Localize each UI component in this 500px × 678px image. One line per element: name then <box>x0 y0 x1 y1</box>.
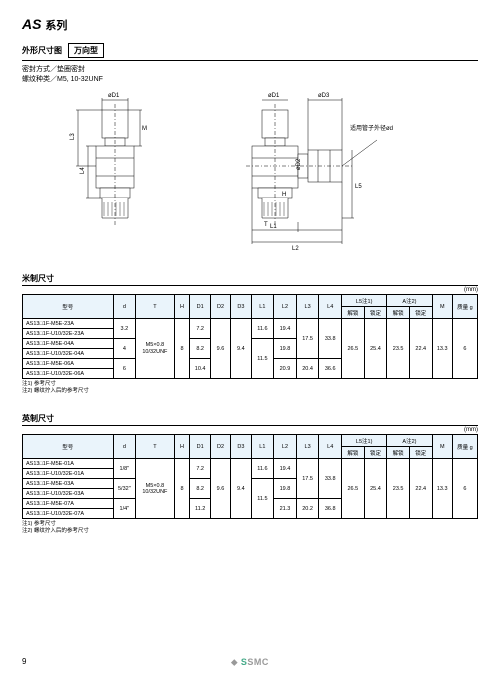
svg-text:L3: L3 <box>70 133 76 140</box>
metric-unit: (mm) <box>22 287 478 293</box>
series-suffix: 系列 <box>45 20 67 32</box>
seal-line: 密封方式／垫圈密封 <box>22 64 478 74</box>
thread-line: 螺纹种类／M5, 10-32UNF <box>22 74 478 84</box>
inch-title: 英制尺寸 <box>22 413 478 424</box>
divider <box>22 425 478 426</box>
svg-text:øD1: øD1 <box>108 93 120 99</box>
metric-note1: 注1) 参考尺寸 <box>22 381 478 388</box>
svg-text:øD3: øD3 <box>318 93 330 99</box>
series-code: AS <box>22 16 41 32</box>
inch-note1: 注1) 参考尺寸 <box>22 521 478 528</box>
svg-text:H: H <box>282 192 286 198</box>
svg-text:L4: L4 <box>80 167 86 174</box>
inch-table: 型号dTHD1D2D3L1L2L3L4L5注1)A注2)M质量 g解锁锁定解锁锁… <box>22 434 478 519</box>
technical-drawing: L4 L3 M øD1 <box>22 90 478 265</box>
section-header: 外形尺寸图 万向型 <box>22 43 478 58</box>
inch-note2: 注2) 螺纹拧入后的参考尺寸 <box>22 528 478 535</box>
divider <box>22 285 478 286</box>
divider <box>22 60 478 61</box>
series-title: AS 系列 <box>22 16 478 33</box>
svg-text:øD2: øD2 <box>296 158 302 170</box>
svg-text:øD1: øD1 <box>268 93 280 99</box>
svg-text:L2: L2 <box>292 246 299 252</box>
drawing-svg: L4 L3 M øD1 <box>22 90 478 265</box>
section-prefix: 外形尺寸图 <box>22 45 62 56</box>
svg-text:M: M <box>142 126 147 132</box>
metric-note2: 注2) 螺纹拧入后的参考尺寸 <box>22 388 478 395</box>
svg-text:L1: L1 <box>270 224 277 230</box>
inch-unit: (mm) <box>22 427 478 433</box>
metric-table: 型号dTHD1D2D3L1L2L3L4L5注1)A注2)M质量 g解锁锁定解锁锁… <box>22 294 478 379</box>
logo: ⬥ SSMCSMC <box>231 657 269 668</box>
page-number: 9 <box>22 657 26 666</box>
metric-title: 米制尺寸 <box>22 273 478 284</box>
section-boxed: 万向型 <box>68 43 104 58</box>
svg-text:L5: L5 <box>355 184 362 190</box>
svg-text:T: T <box>264 222 268 228</box>
svg-text:适用管子外径ød: 适用管子外径ød <box>350 124 393 132</box>
